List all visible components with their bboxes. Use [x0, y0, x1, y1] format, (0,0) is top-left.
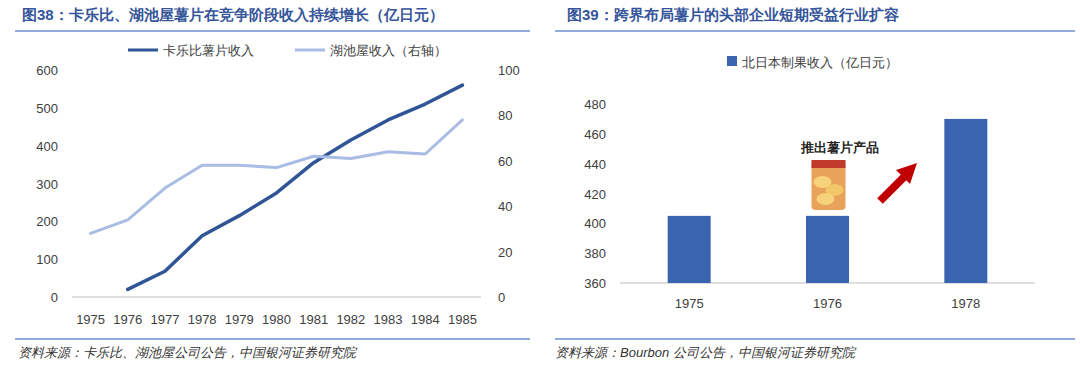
trend-arrow	[880, 163, 917, 201]
legend-swatch	[128, 49, 158, 52]
y-tick-label: 200	[36, 214, 58, 229]
bar	[944, 119, 987, 283]
chart-panel: 图39：跨界布局薯片的头部企业短期受益行业扩容资料来源：Bourbon 公司公告…	[555, 6, 1075, 360]
x-tick-label: 1975	[76, 312, 105, 327]
y-tick-label: 460	[584, 127, 606, 142]
x-tick-label: 1982	[336, 312, 365, 327]
y-tick-label: 380	[584, 246, 606, 261]
y-tick-label: 400	[584, 216, 606, 231]
bar	[806, 216, 849, 283]
x-tick-label: 1981	[299, 312, 328, 327]
legend-label: 卡乐比薯片收入	[163, 43, 254, 58]
source-note: 资料来源：卡乐比、湖池屋公司公告，中国银河证券研究院	[18, 345, 358, 360]
x-tick-label: 1984	[411, 312, 440, 327]
y2-tick-label: 100	[498, 63, 520, 78]
y-tick-label: 360	[584, 276, 606, 291]
chip	[817, 193, 835, 205]
legend-label: 北日本制果收入（亿日元）	[742, 55, 898, 70]
x-tick-label: 1976	[113, 312, 142, 327]
x-tick-label: 1978	[188, 312, 217, 327]
y-tick-label: 600	[36, 63, 58, 78]
y2-tick-label: 80	[498, 108, 512, 123]
x-tick-label: 1978	[951, 296, 980, 311]
y-tick-label: 400	[36, 139, 58, 154]
y2-tick-label: 60	[498, 154, 512, 169]
legend-label: 湖池屋收入（右轴）	[330, 43, 447, 58]
title-rule	[15, 30, 530, 32]
x-tick-label: 1979	[225, 312, 254, 327]
chart-title: 图38：卡乐比、湖池屋薯片在竞争阶段收入持续增长（亿日元）	[22, 6, 444, 23]
y-tick-label: 480	[584, 97, 606, 112]
y2-tick-label: 20	[498, 245, 512, 260]
y2-tick-label: 0	[498, 290, 505, 305]
package	[812, 160, 846, 210]
y-tick-label: 300	[36, 177, 58, 192]
chart-panel: 图38：卡乐比、湖池屋薯片在竞争阶段收入持续增长（亿日元） 资料来源：卡乐比、湖池…	[15, 6, 530, 360]
x-tick-label: 1976	[813, 296, 842, 311]
chart-title: 图39：跨界布局薯片的头部企业短期受益行业扩容	[567, 6, 899, 23]
title-rule	[555, 30, 1075, 32]
package-top	[812, 160, 846, 168]
chip-package-icon	[812, 160, 846, 210]
y-tick-label: 100	[36, 252, 58, 267]
y-tick-label: 0	[51, 290, 58, 305]
source-rule	[555, 338, 1075, 340]
source-note: 资料来源：Bourbon 公司公告，中国银河证券研究院	[555, 345, 857, 360]
canvas: 图38：卡乐比、湖池屋薯片在竞争阶段收入持续增长（亿日元） 资料来源：卡乐比、湖池…	[0, 0, 1080, 365]
y-tick-label: 420	[584, 187, 606, 202]
bar	[668, 216, 711, 283]
x-tick-label: 1983	[374, 312, 403, 327]
x-axis-line	[72, 297, 481, 298]
series-line	[128, 85, 463, 289]
legend-swatch	[295, 49, 325, 52]
arrow-head	[896, 163, 917, 184]
x-tick-label: 1975	[675, 296, 704, 311]
y-tick-label: 440	[584, 157, 606, 172]
arrow-shaft	[880, 176, 905, 201]
y2-tick-label: 40	[498, 199, 512, 214]
y-tick-label: 500	[36, 101, 58, 116]
x-tick-label: 1977	[150, 312, 179, 327]
plot-area	[91, 85, 463, 289]
x-tick-label: 1980	[262, 312, 291, 327]
plot-area	[668, 119, 988, 283]
x-tick-label: 1985	[448, 312, 477, 327]
source-rule	[15, 338, 530, 340]
series-line	[91, 120, 463, 234]
annotation: 推出薯片产品	[800, 140, 879, 155]
legend-swatch	[727, 56, 737, 66]
